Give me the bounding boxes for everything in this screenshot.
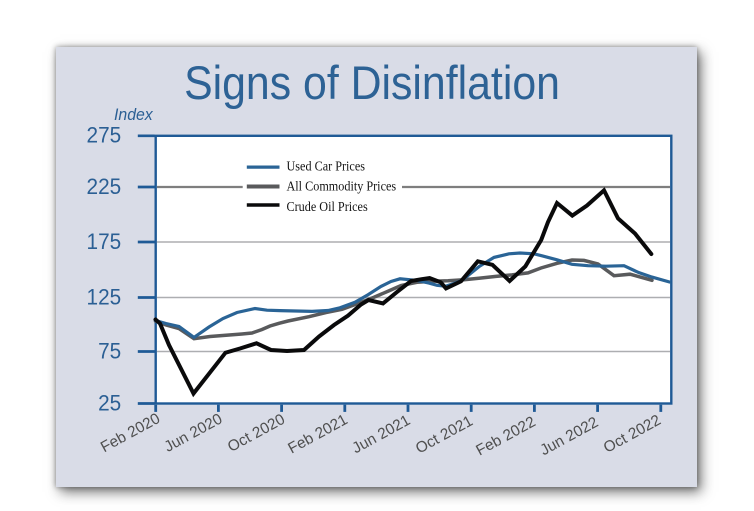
svg-text:Index: Index — [114, 106, 154, 124]
svg-text:Used Car Prices: Used Car Prices — [287, 158, 365, 174]
svg-text:Jun 2021: Jun 2021 — [349, 412, 413, 457]
svg-text:25: 25 — [98, 391, 121, 416]
svg-text:Feb 2021: Feb 2021 — [285, 411, 350, 457]
svg-text:275: 275 — [87, 123, 122, 148]
svg-text:Jun 2020: Jun 2020 — [162, 410, 226, 455]
svg-text:125: 125 — [87, 285, 122, 310]
svg-text:Feb 2020: Feb 2020 — [98, 410, 163, 456]
svg-text:175: 175 — [87, 229, 122, 254]
svg-text:225: 225 — [87, 174, 122, 199]
svg-text:Feb 2022: Feb 2022 — [473, 413, 538, 459]
svg-text:Oct 2020: Oct 2020 — [225, 411, 288, 456]
svg-text:Crude Oil Prices: Crude Oil Prices — [287, 198, 368, 214]
svg-text:All Commodity Prices: All Commodity Prices — [287, 178, 397, 194]
svg-text:75: 75 — [98, 339, 121, 364]
svg-text:Jun 2022: Jun 2022 — [537, 414, 601, 459]
svg-text:Signs of Disinflation: Signs of Disinflation — [184, 56, 560, 109]
svg-text:Oct 2022: Oct 2022 — [601, 412, 664, 457]
svg-text:Oct 2021: Oct 2021 — [413, 413, 476, 458]
